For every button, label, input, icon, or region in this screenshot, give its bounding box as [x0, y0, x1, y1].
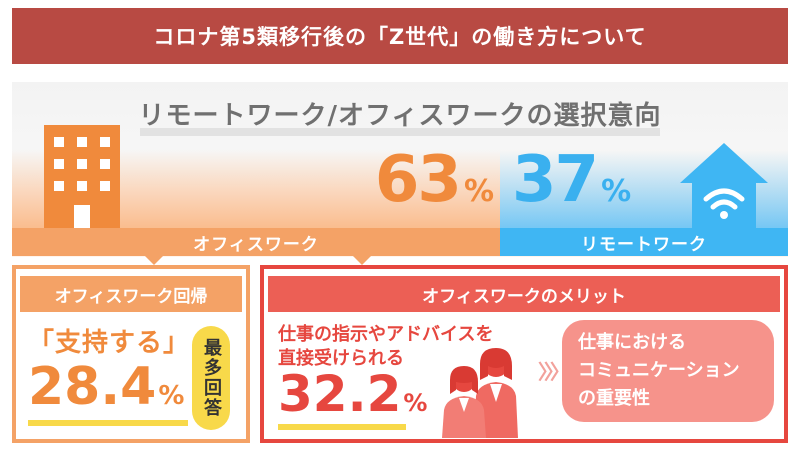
- merit-text-line2: 直接受けられる: [278, 348, 404, 369]
- office-percent-sign: %: [463, 174, 494, 209]
- merit-text-line1: 仕事の指示やアドバイスを: [278, 324, 494, 345]
- merit-header: オフィスワークのメリット: [268, 276, 780, 312]
- heading-underline: [140, 128, 660, 136]
- most-answered-badge: 最多回答: [192, 326, 230, 430]
- communication-text: 仕事における コミュニケーション の重要性: [578, 329, 740, 413]
- page-title: コロナ第5類移行後の「Z世代」の働き方について: [12, 8, 788, 64]
- communication-line: 仕事における: [578, 332, 686, 353]
- most-answered-badge-text: 最多回答: [201, 338, 222, 418]
- merit-underline: [278, 424, 406, 430]
- support-underline: [28, 420, 188, 426]
- communication-line: の重要性: [578, 388, 650, 409]
- office-return-header: オフィスワーク回帰: [20, 276, 242, 312]
- office-percentage: 63 %: [362, 140, 494, 220]
- support-label: 「支持する」: [28, 328, 191, 358]
- remote-house-wifi-icon: [680, 143, 768, 233]
- office-building-icon: [44, 125, 120, 231]
- merit-percent-sign: %: [403, 389, 428, 417]
- support-percent-value: 28.4: [28, 357, 157, 417]
- support-percent-sign: %: [158, 381, 185, 411]
- merit-percent-value: 32.2: [278, 365, 402, 423]
- section-heading: リモートワーク/オフィスワークの選択意向: [138, 101, 662, 131]
- remote-work-bar: リモートワーク: [500, 228, 788, 256]
- business-women-illustration: [442, 348, 518, 438]
- remote-percent-value: 37: [512, 143, 599, 217]
- merit-percentage: 32.2 %: [278, 364, 427, 424]
- office-percent-value: 63: [374, 143, 462, 217]
- remote-percent-sign: %: [601, 174, 632, 209]
- pointer-to-office-return: [145, 256, 163, 265]
- support-percentage: 28.4 %: [28, 356, 184, 418]
- office-work-bar: オフィスワーク: [12, 228, 500, 256]
- communication-line: コミュニケーション: [578, 360, 740, 381]
- remote-percentage: 37 %: [512, 140, 652, 220]
- communication-bubble: 仕事における コミュニケーション の重要性: [562, 320, 774, 422]
- pointer-to-merit: [353, 256, 371, 265]
